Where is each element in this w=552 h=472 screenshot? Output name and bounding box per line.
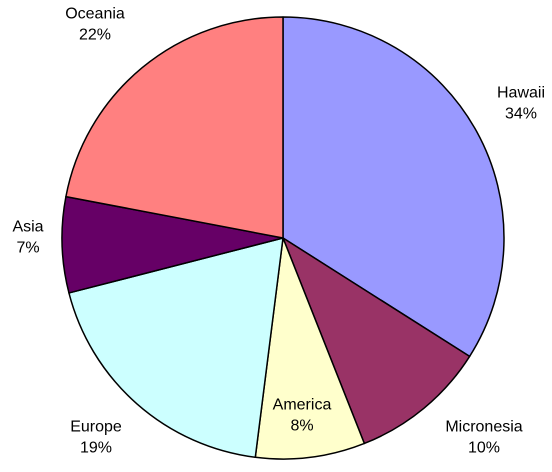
- pie-slice-micronesia: [282, 237, 471, 445]
- slice-label-europe: Europe: [70, 419, 122, 436]
- slice-label-oceania: Oceania: [65, 6, 125, 23]
- slice-percent-america: 8%: [290, 418, 313, 435]
- slice-label-hawaii: Hawaii: [497, 85, 545, 102]
- slice-label-america: America: [273, 397, 332, 414]
- pie-slice-oceania: [65, 16, 284, 239]
- slice-percent-hawaii: 34%: [505, 106, 537, 123]
- pie-slice-europe: [68, 237, 284, 459]
- slice-percent-micronesia: 10%: [468, 440, 500, 457]
- pie-slices: [61, 16, 505, 460]
- slice-percent-asia: 7%: [16, 240, 39, 257]
- slice-percent-oceania: 22%: [79, 27, 111, 44]
- pie-labels: Hawaii 34% Micronesia 10% America 8% Europe 19%…: [12, 6, 545, 457]
- pie-slice-hawaii: [282, 16, 505, 358]
- slice-label-asia: Asia: [12, 219, 43, 236]
- slice-percent-europe: 19%: [80, 440, 112, 457]
- pie-slice-america: [254, 237, 366, 460]
- slice-label-micronesia: Micronesia: [445, 419, 522, 436]
